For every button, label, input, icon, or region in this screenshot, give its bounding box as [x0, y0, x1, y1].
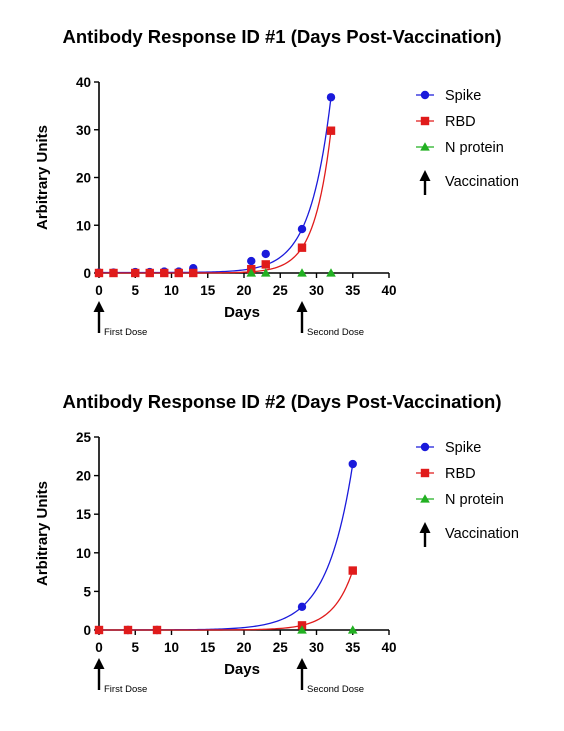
- rbd-point: [152, 625, 162, 635]
- y-tick-label: 5: [83, 584, 91, 599]
- x-tick-label: 25: [273, 283, 289, 298]
- x-axis-label: Days: [224, 304, 260, 321]
- chart-title: Antibody Response ID #2 (Days Post-Vacci…: [62, 391, 502, 412]
- x-tick-label: 35: [345, 640, 361, 655]
- legend-vaccination-arrow-icon: [419, 522, 431, 533]
- legend-marker: [420, 442, 430, 452]
- rbd-point: [131, 268, 140, 278]
- vaccination-label: First Dose: [104, 684, 147, 695]
- vaccination-arrow-icon: [296, 658, 308, 669]
- chart-1-svg: 0 10 20 30 40 0 5 10 15 20 25 30 35 40 Days Arbitrary U…: [34, 75, 519, 338]
- x-tick-label: 0: [95, 640, 103, 655]
- x-tick-label: 20: [236, 283, 251, 298]
- rbd-point: [94, 268, 104, 278]
- spike-point: [348, 459, 357, 469]
- n-protein-point: [297, 625, 307, 634]
- y-tick-label: 15: [76, 507, 92, 522]
- x-tick-label: 5: [131, 283, 139, 298]
- x-tick-label: 40: [381, 283, 396, 298]
- y-tick-label: 10: [76, 218, 91, 233]
- rbd-point: [94, 625, 104, 635]
- y-axis-label: Arbitrary Units: [34, 481, 51, 586]
- x-tick-label: 15: [200, 283, 216, 298]
- spike-point: [297, 224, 307, 234]
- x-tick-label: 5: [131, 640, 139, 655]
- x-tick-label: 35: [345, 283, 361, 298]
- x-axis-label: Days: [224, 661, 260, 678]
- rbd-fit-line: [99, 570, 354, 631]
- y-tick-label: 0: [83, 623, 91, 638]
- x-tick-label: 40: [381, 640, 396, 655]
- spike-point: [261, 249, 270, 259]
- x-tick-label: 15: [200, 640, 216, 655]
- rbd-point: [297, 243, 307, 252]
- y-tick-label: 20: [76, 469, 91, 484]
- chart-title: Antibody Response ID #1 (Days Post-Vacci…: [62, 26, 502, 47]
- spike-point: [297, 602, 307, 612]
- spike-point: [247, 256, 256, 266]
- y-tick-label: 10: [76, 546, 91, 561]
- rbd-point: [160, 268, 169, 278]
- legend-marker: [420, 494, 430, 503]
- rbd-point: [189, 268, 198, 278]
- vaccination-label: Second Dose: [307, 684, 364, 695]
- rbd-fit-line: [99, 130, 332, 274]
- legend-label: Vaccination: [445, 526, 519, 542]
- legend-marker: [420, 90, 430, 100]
- rbd-point: [348, 566, 357, 575]
- legend-marker: [420, 468, 430, 478]
- x-tick-label: 30: [309, 640, 324, 655]
- x-tick-label: 10: [164, 283, 179, 298]
- chart-2: Antibody Response ID #2 (Days Post-Vacci…: [0, 365, 564, 731]
- x-tick-label: 10: [164, 640, 179, 655]
- n-protein-point: [260, 268, 271, 277]
- rbd-point: [109, 268, 118, 278]
- y-tick-label: 40: [76, 75, 91, 90]
- chart-1: Antibody Response ID #1 (Days Post-Vacci…: [0, 0, 564, 365]
- x-tick-label: 30: [309, 283, 324, 298]
- x-tick-label: 0: [95, 283, 103, 298]
- n-protein-point: [326, 268, 336, 277]
- rbd-point: [145, 268, 154, 278]
- y-tick-label: 25: [76, 430, 92, 445]
- legend-label: RBD: [445, 466, 476, 482]
- spike-fit-line: [99, 97, 332, 274]
- vaccination-label: Second Dose: [307, 327, 364, 338]
- n-protein-point: [297, 268, 307, 277]
- vaccination-label: First Dose: [104, 327, 147, 338]
- spike-fit-line: [99, 463, 354, 631]
- legend-label: N protein: [445, 140, 504, 156]
- legend-label: Spike: [445, 440, 481, 456]
- vaccination-arrow-icon: [93, 301, 105, 312]
- rbd-point: [174, 268, 183, 278]
- legend-marker: [420, 142, 430, 151]
- y-axis-label: Arbitrary Units: [34, 125, 51, 230]
- legend-label: Vaccination: [445, 174, 519, 190]
- rbd-point: [326, 126, 336, 135]
- rbd-point: [261, 260, 270, 269]
- spike-point: [326, 93, 336, 102]
- x-tick-label: 25: [273, 640, 289, 655]
- n-protein-point: [347, 625, 358, 634]
- legend-vaccination-arrow-icon: [419, 170, 431, 181]
- legend-label: Spike: [445, 88, 481, 104]
- n-protein-point: [246, 268, 257, 277]
- y-tick-label: 0: [83, 266, 91, 281]
- vaccination-arrow-icon: [296, 301, 308, 312]
- vaccination-arrow-icon: [93, 658, 105, 669]
- legend-marker: [420, 116, 430, 126]
- x-tick-label: 20: [236, 640, 251, 655]
- chart-2-svg: 0 5 10 15 20 25 0 5 10 15 20 25 30 35 40 Days Arbitrary …: [34, 430, 519, 695]
- legend-label: RBD: [445, 114, 476, 130]
- legend-label: N protein: [445, 492, 504, 508]
- rbd-point: [123, 625, 133, 635]
- y-tick-label: 30: [76, 123, 91, 138]
- y-tick-label: 20: [76, 171, 91, 186]
